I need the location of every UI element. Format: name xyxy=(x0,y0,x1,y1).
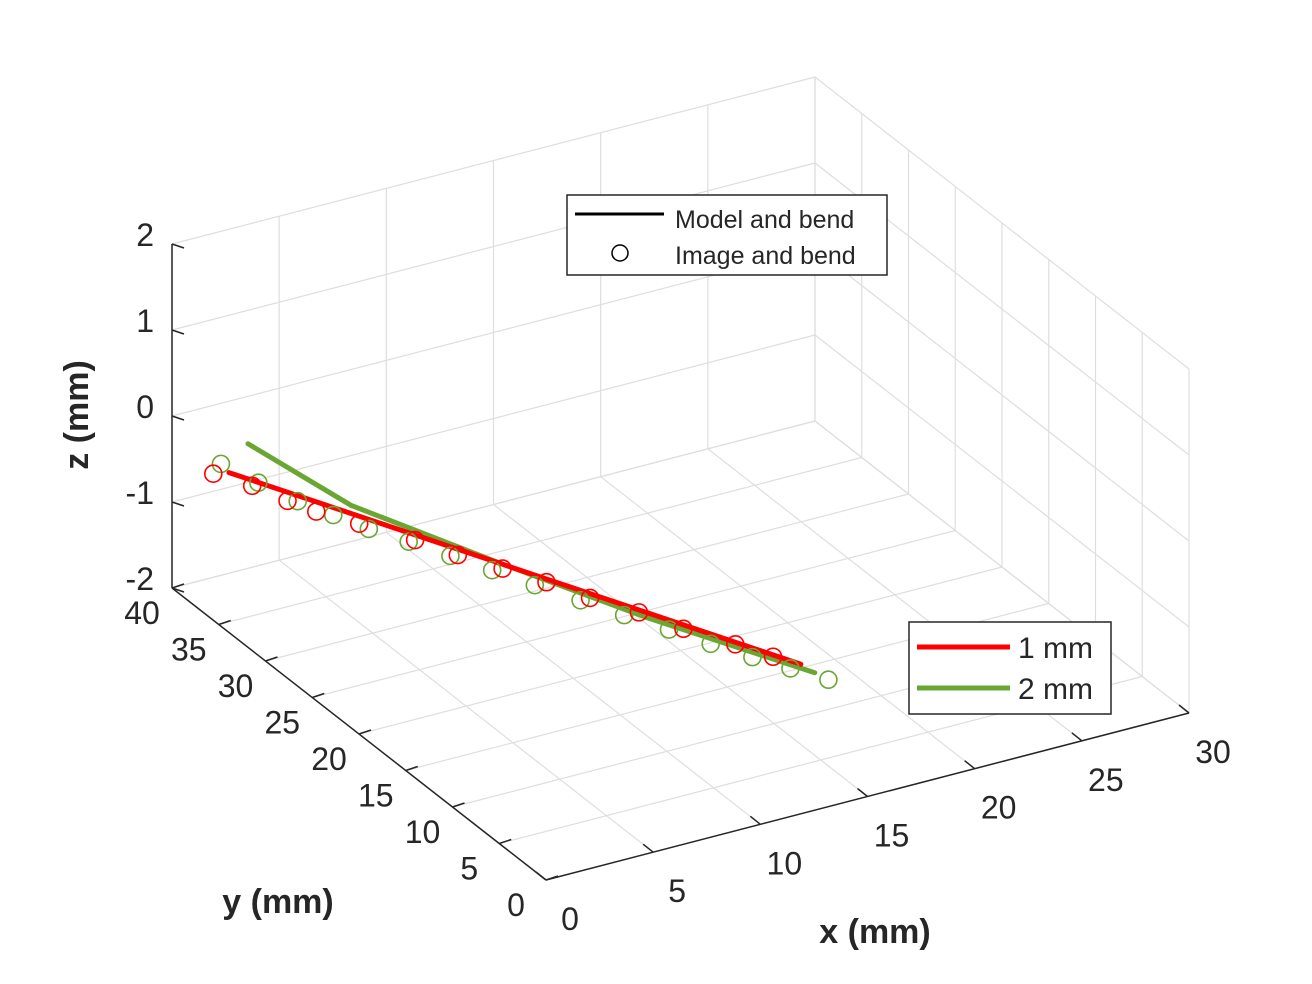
z-tick-label: 0 xyxy=(136,389,154,425)
y-tick-mark xyxy=(171,583,185,589)
y-tick-label: 15 xyxy=(358,778,394,814)
grid-floor-y xyxy=(218,456,862,626)
series-point-2mm xyxy=(288,491,307,511)
legend-series: 1 mm 2 mm xyxy=(908,621,1112,715)
x-tick-label: 0 xyxy=(561,901,579,937)
y-tick-mark xyxy=(452,802,465,808)
legend-entry-1mm: 1 mm xyxy=(1018,632,1093,665)
x-tick-label: 30 xyxy=(1195,734,1231,770)
series-point-1mm xyxy=(242,476,262,496)
series-point-1mm xyxy=(278,491,297,511)
x-tick-label: 25 xyxy=(1088,762,1124,798)
legend-image-marker-sample xyxy=(611,244,629,262)
z-tick-label: 2 xyxy=(136,217,154,253)
series-point-2mm xyxy=(614,605,634,625)
grid-back-z xyxy=(171,162,816,331)
x-tick-label: 5 xyxy=(668,873,686,909)
y-tick-label: 20 xyxy=(311,741,347,777)
series-point-1mm xyxy=(580,588,600,608)
series-point-2mm xyxy=(359,519,379,539)
y-tick-label: 25 xyxy=(264,705,300,741)
series-point-1mm xyxy=(674,619,693,639)
x-tick-mark xyxy=(964,760,976,770)
z-axis-label: z (mm) xyxy=(58,360,96,470)
series-point-1mm xyxy=(493,559,512,578)
y-tick-label: 5 xyxy=(460,851,478,887)
series-point-2mm xyxy=(743,647,762,667)
series-line-1mm xyxy=(226,470,804,667)
y-tick-mark xyxy=(358,729,372,735)
x-tick-mark xyxy=(857,787,868,798)
series-point-2mm xyxy=(659,620,679,639)
z-tick-mark xyxy=(171,501,185,507)
series-point-1mm xyxy=(629,603,649,622)
y-tick-mark xyxy=(545,875,559,881)
z-tick-label: 1 xyxy=(136,303,154,339)
series-point-1mm xyxy=(306,502,326,521)
y-tick-label: 0 xyxy=(507,887,525,923)
series-point-2mm xyxy=(482,560,502,580)
x-tick-mark xyxy=(749,815,761,825)
series-point-1mm xyxy=(763,647,783,667)
grid-back-z xyxy=(171,248,816,417)
series-point-2mm xyxy=(441,546,460,566)
grid-back-z xyxy=(171,334,816,503)
grid-right-z xyxy=(814,248,1190,542)
y-tick-mark xyxy=(499,838,512,845)
y-tick-mark xyxy=(265,656,278,662)
y-tick-mark xyxy=(218,619,231,626)
series-point-2mm xyxy=(701,634,721,654)
x-tick-mark xyxy=(1178,704,1190,714)
x-tick-label: 10 xyxy=(767,845,803,881)
y-tick-label: 35 xyxy=(171,632,207,668)
plot-area xyxy=(203,441,838,690)
grid-right-z xyxy=(814,334,1190,628)
grid-back-z xyxy=(171,420,816,589)
x-axis-label: x (mm) xyxy=(819,913,930,951)
y-tick-mark xyxy=(312,692,325,699)
axes xyxy=(171,243,1190,881)
series-point-1mm xyxy=(203,464,223,484)
legend-style: Model and bend Image and bend xyxy=(566,194,888,276)
x-tick-mark xyxy=(535,871,547,881)
series-point-1mm xyxy=(726,634,745,654)
z-tick-label: -1 xyxy=(126,475,154,511)
grid-right-z xyxy=(814,420,1190,714)
z-tick-mark xyxy=(171,329,185,335)
y-tick-label: 40 xyxy=(124,595,160,631)
x-tick-label: 15 xyxy=(874,818,910,854)
series-point-2mm xyxy=(399,532,419,552)
grid-back-z xyxy=(171,76,816,245)
series-point-2mm xyxy=(525,575,545,595)
z-tick-label: -2 xyxy=(126,561,154,597)
y-tick-mark xyxy=(405,765,418,772)
series-point-2mm xyxy=(819,670,838,690)
y-tick-label: 30 xyxy=(218,668,254,704)
legend-entry-image: Image and bend xyxy=(675,242,856,270)
x-tick-label: 20 xyxy=(981,790,1017,826)
z-tick-mark xyxy=(171,243,185,249)
legend-entry-2mm: 2 mm xyxy=(1018,673,1093,706)
y-axis-label: y (mm) xyxy=(222,883,333,921)
z-tick-mark xyxy=(171,415,185,421)
x-tick-mark xyxy=(642,843,654,853)
y-tick-label: 10 xyxy=(405,814,441,850)
series-point-1mm xyxy=(349,514,369,533)
series-point-1mm xyxy=(405,530,425,550)
legend-series-box xyxy=(908,621,1112,715)
x-tick-mark xyxy=(1071,732,1083,742)
series-point-1mm xyxy=(448,545,468,565)
grid-floor-y xyxy=(358,566,1003,735)
series-point-2mm xyxy=(781,659,800,678)
grid-right-z xyxy=(814,76,1190,370)
grid-floor-y xyxy=(265,493,909,662)
z-tick-mark xyxy=(171,587,185,593)
series-point-2mm xyxy=(571,590,590,610)
legend-entry-model: Model and bend xyxy=(675,206,854,234)
series-point-1mm xyxy=(537,572,556,592)
